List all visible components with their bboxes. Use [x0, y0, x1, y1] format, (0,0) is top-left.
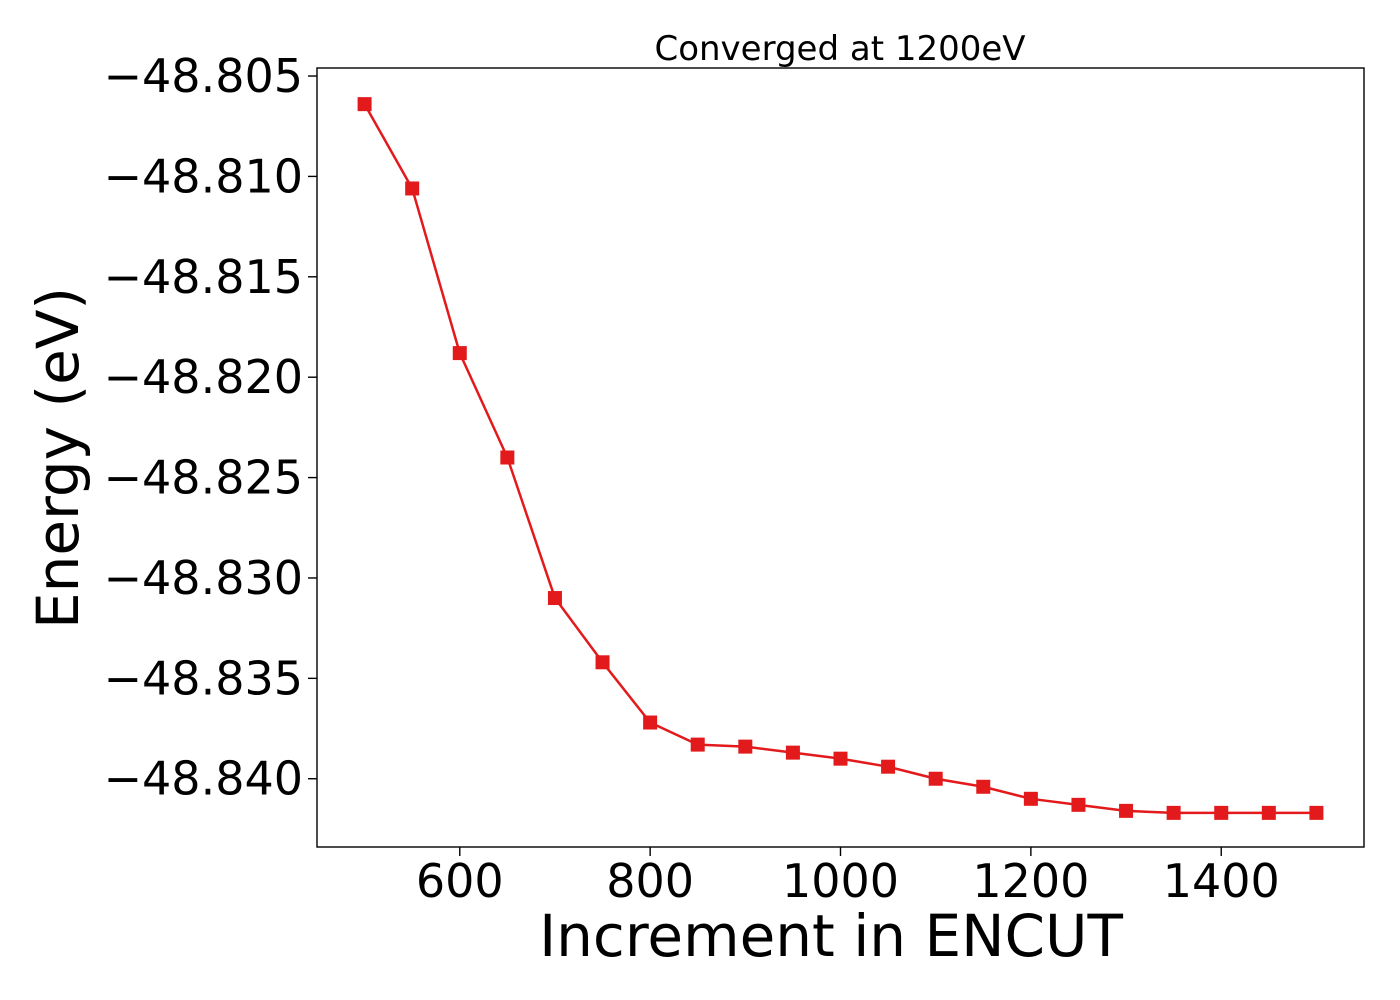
data-point: [547, 591, 562, 606]
data-point: [690, 737, 705, 752]
x-tick-label: 600: [416, 854, 504, 908]
data-point: [1309, 805, 1324, 820]
chart-title: Converged at 1200eV: [654, 29, 1025, 69]
data-point: [738, 739, 753, 754]
x-axis-label: Increment in ENCUT: [539, 902, 1123, 970]
y-tick-label: −48.805: [104, 49, 304, 103]
data-point: [452, 346, 467, 361]
data-point: [1119, 803, 1134, 818]
x-tick-label: 1000: [782, 854, 899, 908]
y-tick-label: −48.830: [104, 551, 304, 605]
y-tick-label: −48.840: [104, 752, 304, 806]
y-axis: −48.805 −48.810 −48.815 −48.820 −48.825 −48.8…: [104, 49, 317, 806]
data-point: [405, 181, 420, 196]
data-point: [1071, 797, 1086, 812]
data-point: [833, 751, 848, 766]
y-tick-label: −48.835: [104, 651, 304, 705]
x-tick-label: 1400: [1163, 854, 1280, 908]
data-point: [1214, 805, 1229, 820]
x-tick-label: 1200: [972, 854, 1089, 908]
y-tick-label: −48.815: [104, 250, 304, 304]
data-point: [881, 759, 896, 774]
x-tick-label: 800: [606, 854, 694, 908]
plot-frame: [316, 67, 1365, 848]
x-axis: 600 800 1000 1200 1400: [416, 847, 1280, 908]
y-tick-label: −48.820: [104, 350, 304, 404]
data-point: [1023, 791, 1038, 806]
y-tick-label: −48.810: [104, 149, 304, 203]
data-point: [1261, 805, 1276, 820]
y-axis-label: Energy (eV): [24, 287, 92, 629]
data-point: [976, 779, 991, 794]
data-point: [500, 450, 515, 465]
data-point: [1166, 805, 1181, 820]
plot-area: [357, 97, 1324, 820]
data-point: [595, 655, 610, 670]
y-tick-label: −48.825: [104, 451, 304, 505]
data-point: [928, 771, 943, 786]
data-point: [357, 97, 372, 112]
data-point: [643, 715, 658, 730]
data-point: [785, 745, 800, 760]
